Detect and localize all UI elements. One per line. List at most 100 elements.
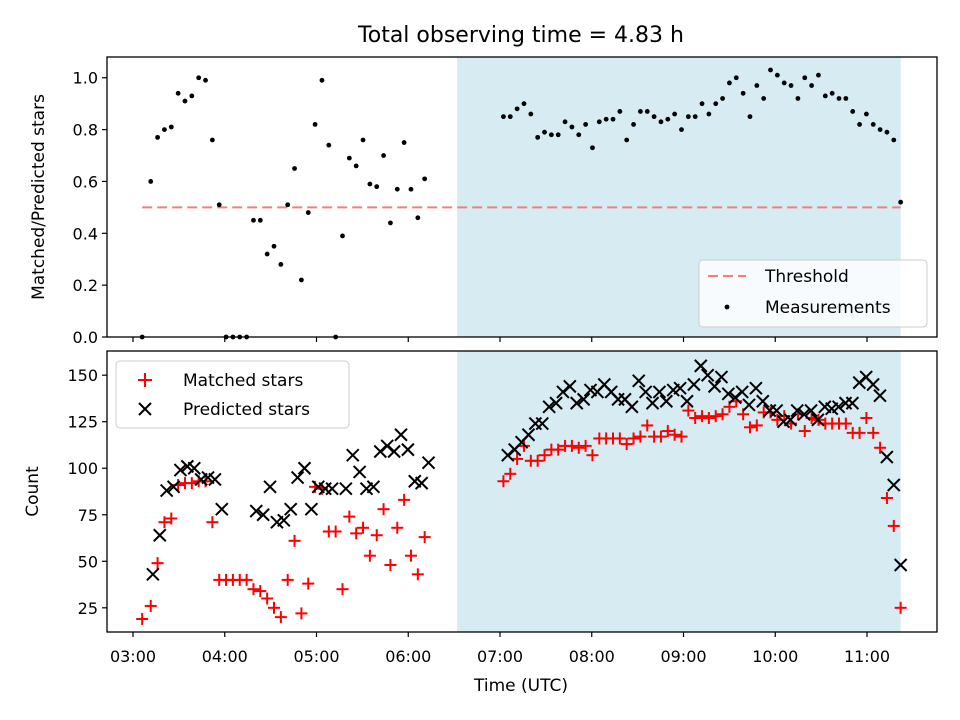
- predicted-legend-swatch: [138, 402, 152, 416]
- matched-point: [874, 441, 887, 454]
- measurement-point: [312, 122, 318, 127]
- matched-point: [709, 410, 722, 423]
- measurement-point: [408, 186, 414, 192]
- measurement-point: [196, 75, 202, 81]
- matched-point: [288, 534, 301, 547]
- matched-point: [750, 419, 763, 432]
- matched-point: [274, 611, 287, 624]
- predicted-point: [325, 482, 339, 496]
- y-tick-label: 0.8: [73, 121, 98, 140]
- predicted-point: [187, 461, 201, 475]
- measurements-legend-label: Measurements: [765, 298, 891, 318]
- ratio-measurements-marks: [139, 67, 904, 340]
- x-tick-label: 09:00: [660, 647, 706, 666]
- measurement-point: [795, 96, 801, 101]
- measurement-point: [768, 67, 773, 73]
- measurement-point: [514, 106, 520, 112]
- predicted-point: [387, 444, 401, 459]
- measurement-point: [733, 75, 739, 81]
- matched-point: [641, 419, 654, 432]
- matched-point: [172, 478, 185, 491]
- measurements-legend-swatch: [724, 304, 730, 310]
- measurement-point: [754, 83, 760, 88]
- count-shaded-span: [457, 351, 901, 632]
- measurement-point: [583, 122, 589, 127]
- measurement-point: [761, 96, 767, 101]
- predicted-point: [570, 396, 584, 410]
- y-tick-label: 100: [67, 459, 98, 478]
- measurement-point: [209, 137, 215, 143]
- count-legend-box: [115, 360, 350, 429]
- matched-point: [336, 583, 349, 596]
- matched-point: [668, 428, 681, 441]
- predicted-point: [632, 374, 646, 388]
- measurement-point: [216, 202, 222, 208]
- measurement-point: [548, 132, 554, 138]
- measurement-point: [278, 262, 284, 267]
- predicted-point: [297, 461, 312, 475]
- predicted-point: [673, 381, 687, 395]
- measurement-point: [367, 181, 373, 187]
- measurement-point: [148, 179, 154, 184]
- measurement-point: [877, 127, 883, 132]
- x-tick-label: 07:00: [477, 647, 523, 666]
- predicted-point: [576, 392, 591, 407]
- predicted-point: [215, 502, 229, 516]
- measurement-point: [610, 116, 616, 122]
- predicted-point: [414, 476, 429, 490]
- measurement-point: [740, 90, 746, 96]
- measurement-point: [507, 114, 513, 120]
- measurement-point: [340, 233, 345, 239]
- predicted-legend-label: Predicted stars: [183, 400, 310, 420]
- predicted-point: [845, 396, 860, 410]
- measurement-point: [346, 155, 352, 161]
- matched-point: [411, 568, 424, 581]
- predicted-point: [831, 400, 846, 414]
- x-tick-label: 05:00: [293, 647, 339, 666]
- measurement-point: [319, 77, 325, 83]
- ratio-axis-ticks: 0.0 0.2 0.4 0.6 0.8 1.0: [73, 69, 868, 347]
- matched-point: [531, 454, 544, 467]
- predicted-point: [783, 413, 798, 427]
- matched-point: [675, 430, 688, 443]
- y-tick-label: 125: [67, 413, 98, 432]
- measurement-point: [644, 109, 650, 114]
- measurement-point: [624, 137, 630, 143]
- matched-point: [343, 510, 356, 523]
- measurement-point: [617, 109, 623, 114]
- predicted-point: [304, 502, 319, 516]
- measurement-point: [781, 80, 787, 86]
- predicted-point: [887, 478, 901, 492]
- matched-point: [357, 521, 370, 534]
- measurement-point: [850, 109, 856, 114]
- matched-point: [880, 492, 893, 505]
- predicted-point: [893, 558, 908, 572]
- y-tick-label: 0.6: [73, 172, 98, 191]
- measurement-point: [285, 202, 291, 208]
- measurement-point: [822, 93, 828, 99]
- predicted-point: [166, 480, 181, 494]
- measurement-point: [189, 93, 195, 99]
- matched-point: [867, 426, 880, 439]
- predicted-point: [645, 396, 660, 410]
- predicted-point: [735, 385, 749, 399]
- matched-point: [613, 432, 626, 445]
- x-tick-label: 03:00: [110, 647, 156, 666]
- predicted-point: [625, 400, 639, 414]
- measurement-point: [562, 119, 568, 125]
- matched-point: [511, 452, 524, 465]
- measurement-point: [203, 77, 208, 83]
- matched-point: [689, 411, 702, 424]
- measurement-point: [706, 111, 712, 117]
- predicted-point: [401, 442, 415, 457]
- matched-point: [839, 417, 852, 430]
- matched-point: [702, 411, 715, 424]
- y-tick-label: 25: [78, 599, 98, 618]
- matched-point: [634, 430, 647, 443]
- measurement-point: [727, 80, 732, 86]
- measurement-point: [374, 184, 380, 190]
- matched-point: [743, 421, 756, 434]
- measurement-point: [271, 243, 277, 249]
- measurement-point: [555, 132, 561, 138]
